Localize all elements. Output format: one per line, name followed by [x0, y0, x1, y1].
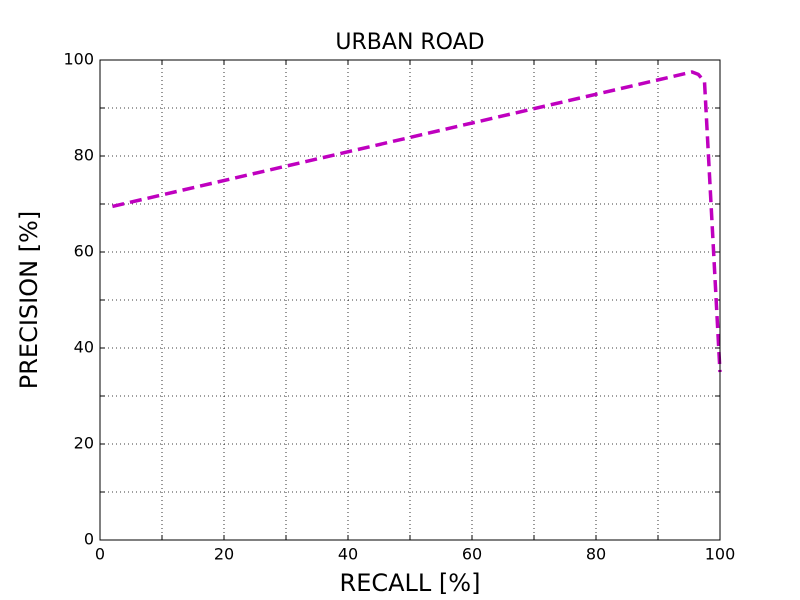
plot-frame	[99, 59, 721, 541]
x-tick-label: 100	[705, 545, 736, 564]
x-tick-label: 0	[95, 545, 105, 564]
y-tick-label: 60	[74, 242, 94, 261]
x-tick-label: 20	[214, 545, 234, 564]
x-tick-label: 40	[338, 545, 358, 564]
chart-title: URBAN ROAD	[335, 30, 484, 55]
y-tick-label: 20	[74, 434, 94, 453]
y-tick-label: 80	[74, 146, 94, 165]
data-line	[112, 70, 722, 373]
x-tick-label: 80	[586, 545, 606, 564]
y-tick-label: 40	[74, 338, 94, 357]
y-tick-label: 100	[63, 50, 94, 69]
y-tick-label: 0	[84, 530, 94, 549]
x-axis-label: RECALL [%]	[340, 569, 481, 597]
y-axis-label: PRECISION [%]	[15, 211, 43, 389]
x-tick-label: 60	[462, 545, 482, 564]
